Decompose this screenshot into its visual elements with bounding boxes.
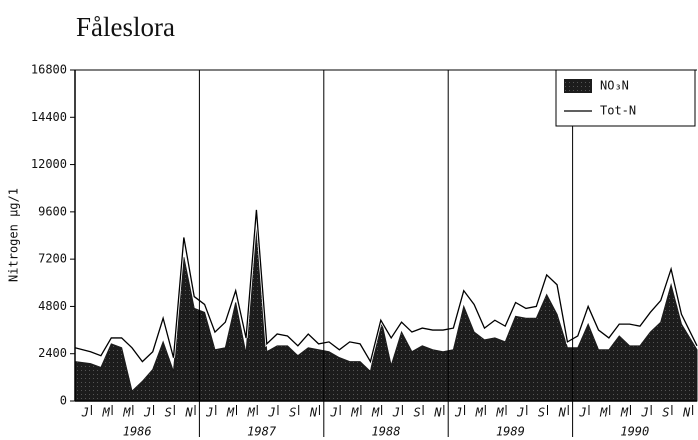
no3-area [74,209,698,402]
y-tick-label: 0 [60,394,67,408]
x-tick-label: S [165,406,172,420]
x-tick-label: M [226,406,235,420]
x-tick-label: J [516,406,524,420]
y-axis-label: Nitrogen µg/1 [7,188,21,282]
y-tick-label: 14400 [31,110,67,124]
y-tick-label: 7200 [38,252,67,266]
x-tick-label: J [641,406,649,420]
x-tick-label: M [371,406,380,420]
y-tick-label: 2400 [38,346,67,360]
x-tick-label: J [205,406,213,420]
x-tick-label: S [413,406,420,420]
x-tick-label: M [122,406,131,420]
legend-swatch [564,79,592,93]
x-tick-label: S [289,406,296,420]
legend-label: NO₃N [600,79,629,93]
y-tick-label: 9600 [38,204,67,218]
year-label: 1990 [620,425,649,439]
x-tick-label: M [350,406,359,420]
year-label: 1987 [247,425,277,439]
x-tick-label: M [599,406,608,420]
x-tick-label: N [309,406,318,420]
x-tick-label: J [330,406,338,420]
legend-label: Tot-N [600,104,636,118]
year-label: 1989 [496,425,525,439]
x-tick-label: N [682,406,691,420]
x-tick-label: M [495,406,504,420]
tot-n-line [74,209,698,364]
x-tick-label: J [81,406,89,420]
x-tick-label: J [143,406,151,420]
x-tick-label: J [454,406,462,420]
year-label: 1986 [123,425,152,439]
y-tick-label: 16800 [31,63,67,77]
y-tick-label: 12000 [31,157,67,171]
x-tick-label: J [267,406,275,420]
x-tick-label: S [538,406,545,420]
x-tick-label: M [620,406,629,420]
x-tick-label: N [558,406,567,420]
x-tick-label: N [433,406,442,420]
x-tick-label: S [662,406,669,420]
x-tick-label: M [247,406,256,420]
year-label: 1988 [372,425,401,439]
x-tick-label: J [392,406,400,420]
x-tick-label: J [578,406,586,420]
y-tick-label: 4800 [38,299,67,313]
x-tick-label: N [184,406,193,420]
chart-title: Fåleslora [76,12,175,42]
x-tick-label: M [475,406,484,420]
x-tick-label: M [101,406,110,420]
